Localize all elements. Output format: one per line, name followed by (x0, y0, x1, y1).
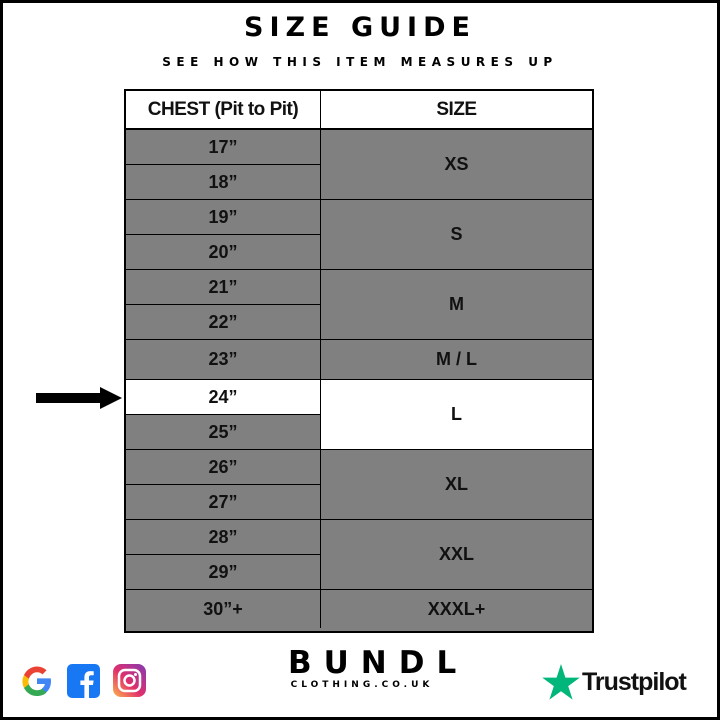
chest-cell: 22” (126, 305, 321, 340)
brand-name: BUNDL (288, 645, 469, 681)
chest-cell: 28” (126, 520, 321, 555)
page-subtitle: SEE HOW THIS ITEM MEASURES UP (162, 55, 558, 69)
chest-cell: 18” (126, 165, 321, 200)
size-cell: L (321, 380, 592, 450)
facebook-icon[interactable] (67, 664, 100, 698)
google-icon[interactable] (20, 664, 54, 698)
column-header-chest: CHEST (Pit to Pit) (126, 91, 321, 130)
trustpilot-logo[interactable]: Trustpilot (542, 664, 687, 700)
chest-cell: 26” (126, 450, 321, 485)
size-cell: S (321, 200, 592, 270)
chest-cell: 24” (126, 380, 321, 415)
chest-cell: 23” (126, 340, 321, 380)
size-cell: M / L (321, 340, 592, 380)
chest-cell: 29” (126, 555, 321, 590)
chest-cell: 21” (126, 270, 321, 305)
chest-cell: 20” (126, 235, 321, 270)
chest-cell: 17” (126, 130, 321, 165)
size-cell: XL (321, 450, 592, 520)
chest-cell: 25” (126, 415, 321, 450)
page-title: SIZE GUIDE (244, 12, 476, 43)
column-header-size: SIZE (321, 91, 592, 130)
size-cell: M (321, 270, 592, 340)
chest-cell: 19” (126, 200, 321, 235)
size-cell: XS (321, 130, 592, 200)
brand-url: CLOTHING.CO.UK (290, 680, 434, 690)
brand-logo: BUNDL CLOTHING.CO.UK (276, 645, 469, 690)
trustpilot-label: Trustpilot (582, 667, 687, 696)
trustpilot-star-icon (542, 664, 580, 700)
chest-cell: 27” (126, 485, 321, 520)
chest-cell: 30”+ (126, 590, 321, 628)
size-cell: XXXL+ (321, 590, 592, 628)
size-table: CHEST (Pit to Pit) SIZE 17” 18” 19” 20” 21” 22”… (124, 89, 594, 633)
arrow-right-icon (36, 387, 122, 409)
instagram-icon[interactable] (113, 664, 146, 697)
size-cell: XXL (321, 520, 592, 590)
